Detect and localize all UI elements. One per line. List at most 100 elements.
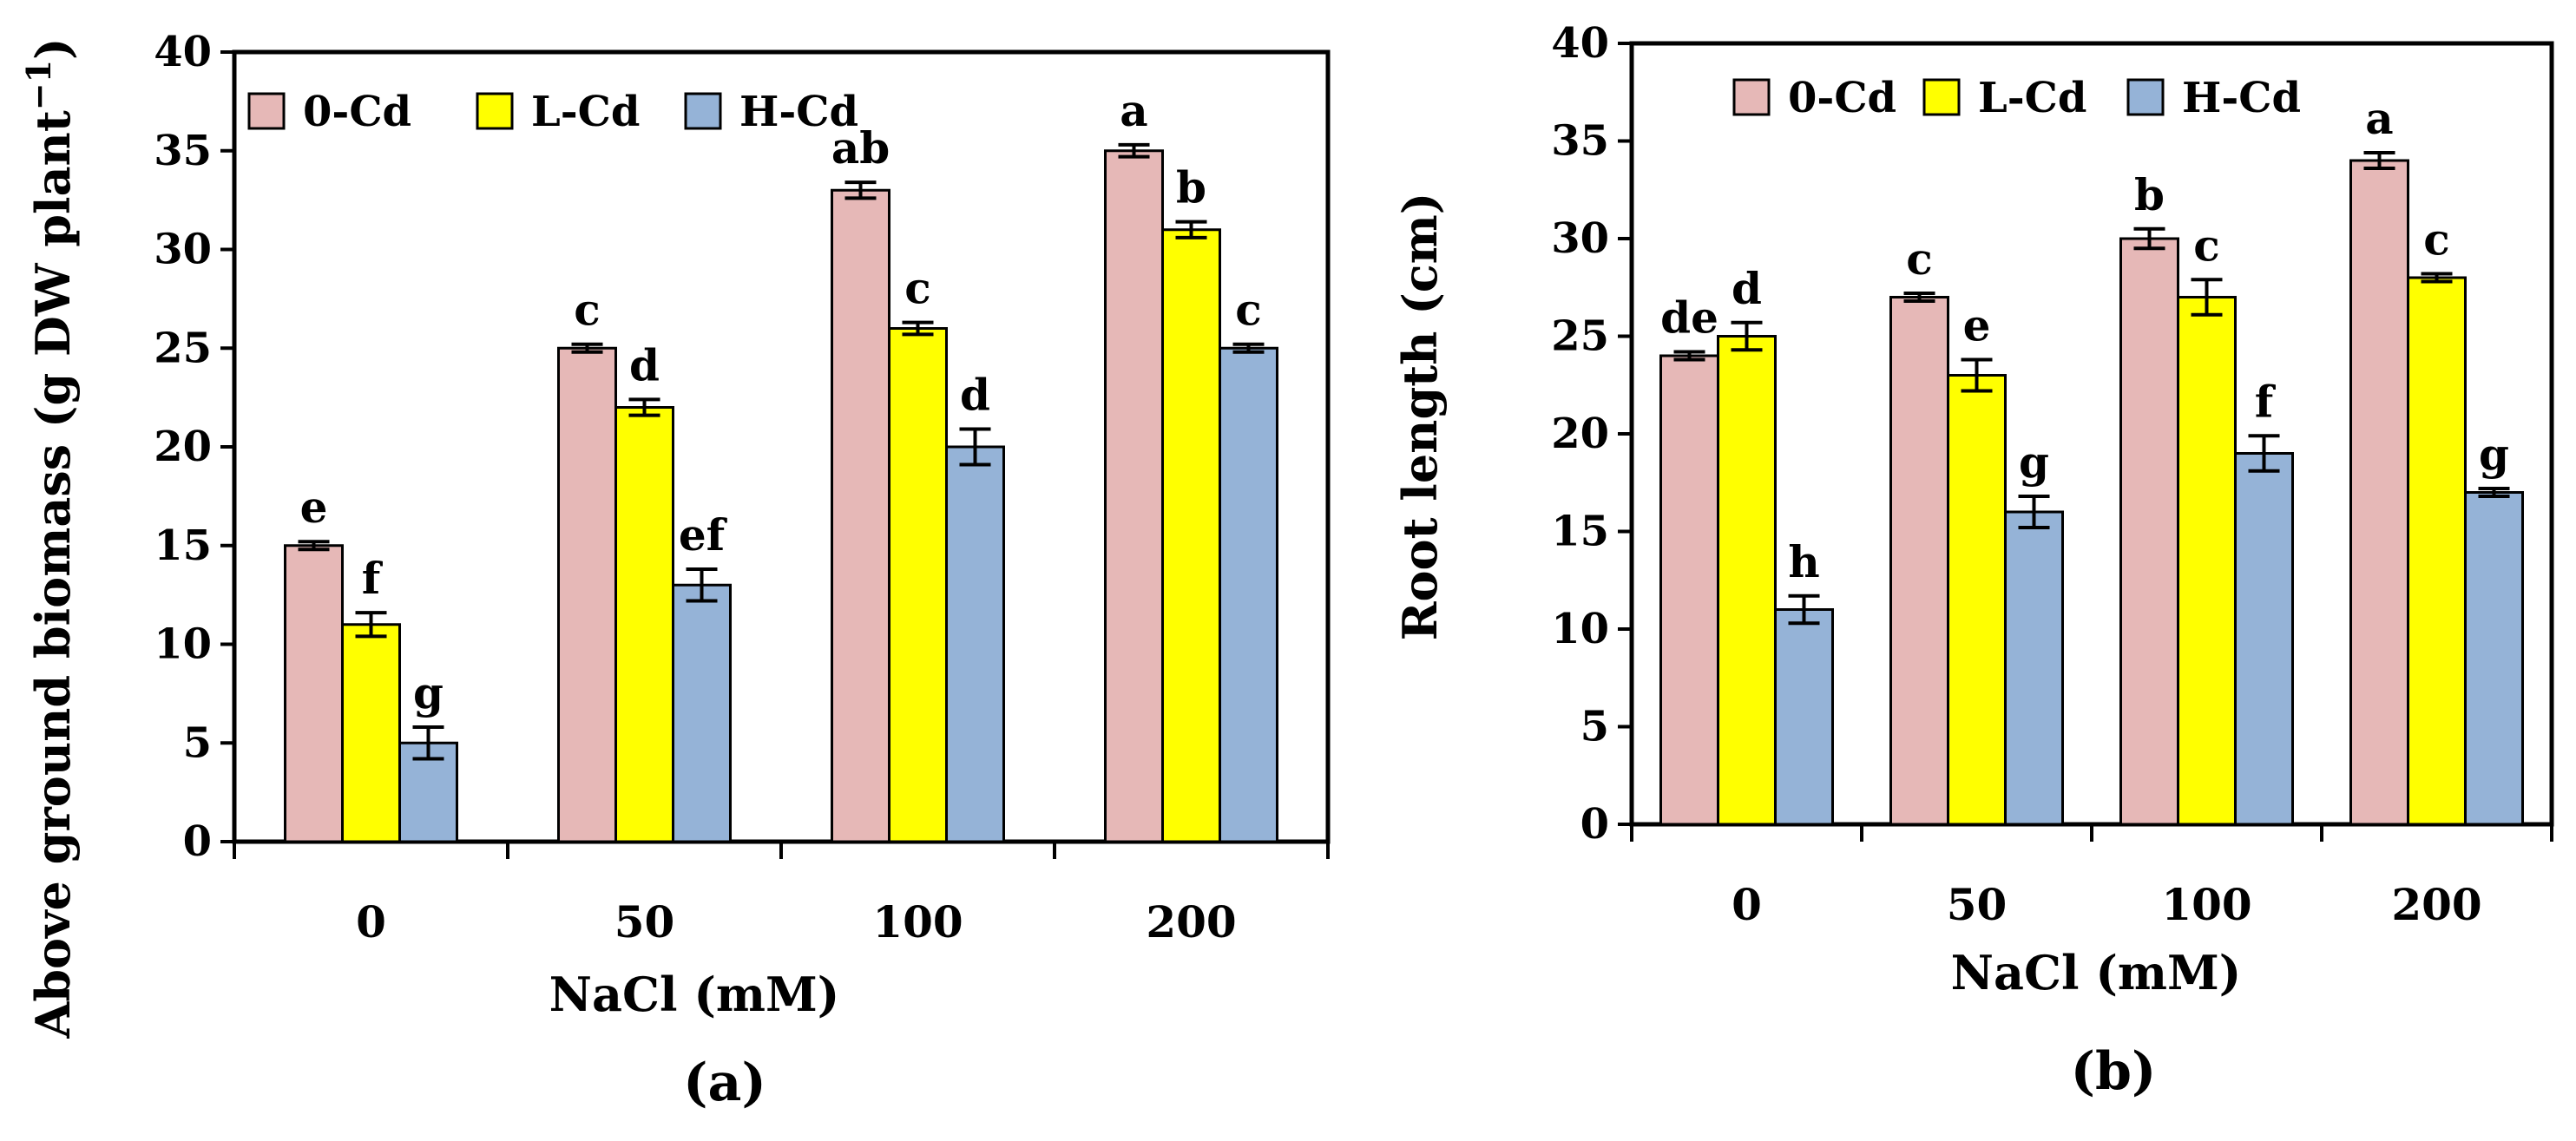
y-axis-label-main: Root length (cm)	[1392, 193, 1448, 641]
error-bar	[2478, 487, 2510, 498]
bar-0-cd	[2119, 237, 2179, 826]
y-tick-label: 40	[154, 28, 212, 76]
bar-h-cd	[945, 445, 1005, 843]
significance-letter: d	[1732, 263, 1762, 314]
legend-swatch	[684, 92, 722, 130]
error-bar	[1673, 350, 1705, 362]
significance-letter: de	[1660, 292, 1718, 344]
bar-0-cd	[1104, 149, 1164, 843]
y-tick-label: 35	[1551, 117, 1609, 166]
error-bar	[571, 342, 603, 354]
error-bar	[2421, 272, 2453, 284]
error-bar	[1903, 292, 1935, 303]
error-bar	[298, 540, 330, 552]
y-tick-label: 25	[154, 324, 212, 372]
significance-letter: c	[574, 285, 600, 336]
error-bar	[2133, 226, 2165, 251]
significance-letter: a	[1120, 85, 1147, 136]
bar-l-cd	[2407, 276, 2467, 826]
bar-l-cd	[888, 327, 948, 843]
significance-letter: f	[362, 553, 384, 604]
bar-0-cd	[284, 544, 344, 843]
bar-h-cd	[1774, 608, 1834, 826]
bar-0-cd	[2349, 159, 2409, 826]
legend-label: L-Cd	[1978, 74, 2086, 122]
y-axis-label: Root length (cm)	[1392, 193, 1448, 641]
panel-label: (a)	[683, 1052, 766, 1113]
significance-letter: e	[300, 482, 328, 533]
bar-h-cd	[672, 583, 732, 843]
significance-letter: ab	[831, 122, 890, 174]
y-tick-label: 30	[154, 226, 212, 274]
legend-swatch	[2126, 78, 2165, 116]
bar-h-cd	[2234, 452, 2294, 826]
bar-0-cd	[831, 188, 890, 843]
error-bar	[959, 427, 991, 467]
panel-label: (b)	[2071, 1041, 2157, 1102]
legend-label: 0-Cd	[1788, 74, 1896, 122]
error-bar	[2248, 434, 2280, 473]
y-tick-label: 5	[183, 718, 212, 767]
error-bar	[844, 180, 877, 200]
bar-0-cd	[1659, 354, 1719, 826]
y-axis-label: Above ground biomass (g DW plant−1)	[19, 37, 81, 1039]
significance-letter: d	[629, 339, 660, 390]
significance-letter: c	[1235, 285, 1261, 336]
error-bar	[412, 725, 444, 761]
bar-l-cd	[1161, 228, 1221, 843]
bar-h-cd	[398, 741, 458, 843]
y-tick-label: 25	[1551, 312, 1609, 361]
error-bar	[2191, 278, 2223, 317]
error-bar	[2018, 495, 2050, 529]
y-tick-label: 10	[154, 620, 212, 669]
legend-label: H-Cd	[2182, 74, 2301, 122]
bar-0-cd	[1889, 296, 1949, 826]
significance-letter: g	[2479, 429, 2509, 480]
y-tick-label: 10	[1551, 605, 1609, 653]
error-bar	[686, 567, 718, 603]
significance-letter: d	[960, 370, 990, 421]
significance-letter: a	[2365, 93, 2393, 144]
y-tick-label: 40	[1551, 19, 1609, 68]
error-bar	[1232, 342, 1265, 354]
x-tick-label: 50	[614, 896, 675, 948]
x-tick-label: 100	[2161, 879, 2251, 930]
significance-letter: f	[2255, 376, 2277, 427]
error-bar	[628, 397, 660, 417]
x-tick-label: 0	[1732, 879, 1762, 930]
error-bar	[1118, 142, 1150, 159]
y-tick-label: 0	[183, 817, 212, 866]
bar-l-cd	[614, 406, 674, 843]
y-tick-label: 15	[154, 521, 212, 570]
significance-letter: h	[1788, 536, 1819, 587]
bar-h-cd	[2004, 510, 2064, 826]
error-bar	[1788, 593, 1820, 626]
x-axis-label: NaCl (mM)	[549, 967, 840, 1022]
y-tick-label: 0	[1580, 800, 1609, 849]
error-bar	[355, 611, 387, 639]
legend-swatch	[476, 92, 514, 130]
error-bar	[902, 320, 934, 337]
bar-l-cd	[341, 623, 401, 843]
error-bar	[1731, 320, 1763, 352]
y-tick-label: 30	[1551, 214, 1609, 263]
error-bar	[2363, 151, 2395, 170]
chart-panel-a: 05101520253035400efg50cdef100abcd200abc0…	[19, 28, 1331, 1113]
significance-letter: g	[413, 667, 444, 718]
bar-0-cd	[557, 346, 617, 843]
x-tick-label: 0	[356, 896, 386, 948]
y-axis-label-close: )	[25, 37, 81, 60]
significance-letter: g	[2019, 436, 2049, 488]
legend-swatch	[1732, 78, 1771, 116]
x-tick-label: 50	[1947, 879, 2008, 930]
significance-letter: b	[2134, 169, 2165, 220]
significance-letter: c	[2193, 220, 2219, 271]
x-tick-label: 200	[2391, 879, 2481, 930]
significance-letter: ef	[679, 509, 728, 561]
legend-label: L-Cd	[531, 88, 640, 136]
bar-h-cd	[1219, 346, 1278, 843]
bar-l-cd	[1717, 335, 1777, 826]
x-axis-label: NaCl (mM)	[1951, 945, 2242, 1000]
significance-letter: c	[1906, 233, 1932, 285]
